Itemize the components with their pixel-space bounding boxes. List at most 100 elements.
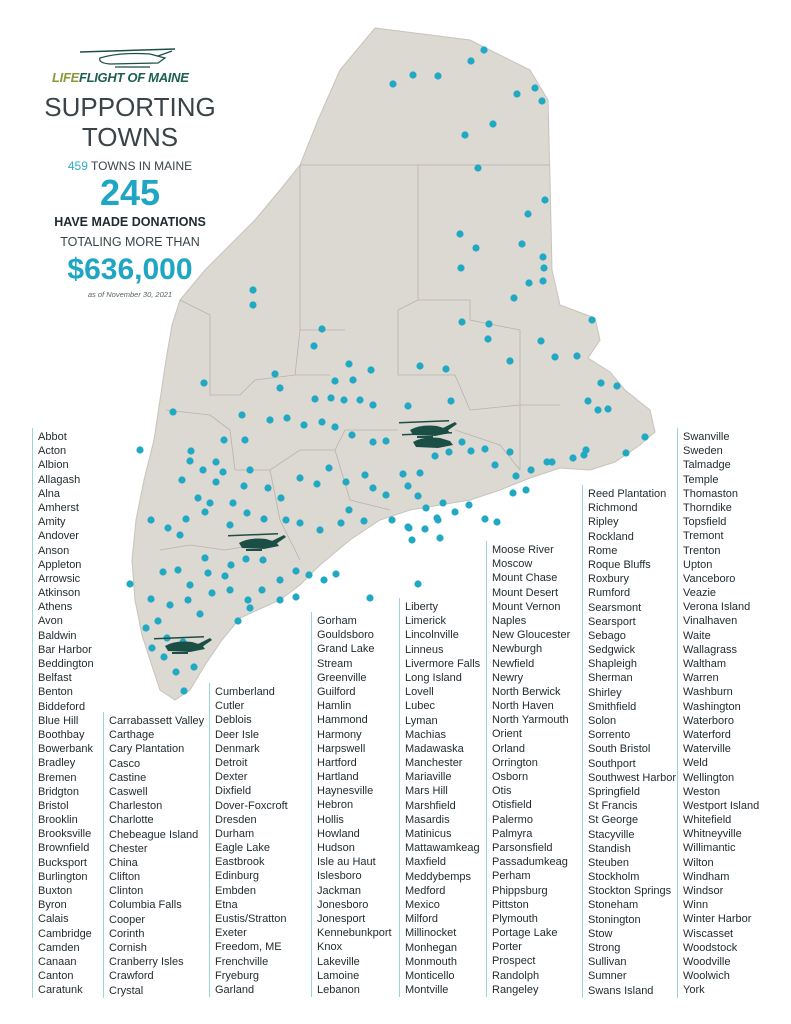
town-dot [613, 382, 621, 390]
town-name: Buxton [38, 885, 73, 897]
town-name: Newry [492, 671, 524, 684]
town-name: Embden [215, 884, 256, 897]
town-dot [382, 491, 390, 499]
town-name: Windham [683, 870, 730, 883]
town-name: Machias [405, 728, 446, 741]
town-dot [271, 370, 279, 378]
town-dot [349, 376, 357, 384]
town-dot [240, 482, 248, 490]
town-dot [220, 436, 228, 444]
town-name: Amherst [38, 501, 79, 514]
town-dot [518, 240, 526, 248]
town-dot [246, 604, 254, 612]
town-name: Eastbrook [215, 856, 265, 869]
town-name: Winter Harbor [683, 913, 752, 926]
town-name: Steuben [588, 856, 629, 869]
town-name: Belfast [38, 672, 72, 685]
town-name: Strong [588, 942, 621, 954]
town-name: Temple [683, 473, 719, 486]
town-name: Boothbay [38, 728, 85, 741]
town-name: Plymouth [492, 912, 538, 925]
town-dot [408, 536, 416, 544]
town-name: Durham [215, 827, 255, 840]
town-name: Perham [492, 870, 531, 883]
town-dot [206, 499, 214, 507]
town-name: Biddeford [38, 700, 86, 713]
town-name: Stonington [588, 913, 641, 926]
town-dot [264, 484, 272, 492]
town-name: Pittston [492, 898, 529, 911]
town-name: Mariaville [405, 771, 452, 784]
town-dot [472, 244, 480, 252]
town-name: Camden [38, 941, 80, 954]
town-dot [186, 581, 194, 589]
town-name: Mexico [405, 898, 440, 911]
town-name: Denmark [215, 742, 260, 755]
town-dot [456, 230, 464, 238]
town-name: Medford [405, 884, 446, 897]
town-dot [190, 663, 198, 671]
town-dot [316, 526, 324, 534]
town-name: Southport [588, 757, 636, 770]
town-name: Bradley [38, 757, 76, 770]
town-dot [296, 474, 304, 482]
town-dot [457, 264, 465, 272]
town-name: Cutler [215, 700, 245, 713]
town-name: Vinalhaven [683, 615, 738, 628]
town-dot [538, 97, 546, 105]
town-name: Chebeague Island [109, 828, 199, 841]
towns-label: TOWNS IN MAINE [91, 159, 193, 173]
town-name: Brooklin [38, 814, 78, 827]
town-dot [318, 418, 326, 426]
town-dot [451, 508, 459, 516]
town-name: Whitefield [683, 814, 732, 827]
town-name: Weld [683, 757, 708, 770]
town-name: Lovell [405, 686, 434, 699]
town-name: Stow [588, 927, 613, 940]
town-name: Atkinson [38, 587, 81, 600]
town-name: Hammond [317, 714, 368, 727]
town-dot [194, 494, 202, 502]
town-name: Lubec [405, 700, 435, 713]
town-name: Cornish [109, 942, 147, 954]
town-name: Crawford [109, 970, 154, 983]
town-name: Benton [38, 686, 73, 699]
town-name: Lamoine [317, 969, 360, 982]
donating-label: HAVE MADE DONATIONS [54, 215, 206, 229]
town-name: Monmouth [405, 955, 457, 968]
town-dot [474, 164, 482, 172]
town-name: Gorham [317, 615, 357, 627]
town-name: Cambridge [38, 927, 92, 940]
town-dot [399, 470, 407, 478]
town-dot [442, 365, 450, 373]
town-dot [513, 90, 521, 98]
town-name: Prospect [492, 955, 536, 968]
town-name: Livermore Falls [405, 657, 481, 670]
town-dot [522, 486, 530, 494]
town-name: Acton [38, 445, 67, 458]
town-dot [310, 342, 318, 350]
town-name: Islesboro [317, 870, 362, 883]
town-name: Byron [38, 899, 67, 912]
town-dot [176, 531, 184, 539]
town-dot [582, 446, 590, 454]
town-name: Kennebunkport [317, 927, 392, 940]
town-name: Windsor [683, 885, 724, 897]
town-name: Bremen [38, 771, 77, 784]
town-dot [282, 516, 290, 524]
town-dot [388, 516, 396, 524]
town-name: Rumford [588, 587, 631, 600]
town-dot [491, 461, 499, 469]
town-name: Etna [215, 898, 238, 911]
town-name: Otis [492, 785, 512, 798]
town-dot [260, 515, 268, 523]
town-name: Blue Hill [38, 714, 79, 727]
town-name: Thorndike [683, 501, 732, 514]
town-dot [434, 72, 442, 80]
town-dot [369, 484, 377, 492]
town-dot [226, 521, 234, 529]
town-name: Stoneham [588, 899, 639, 912]
town-name: Marshfield [405, 799, 456, 812]
town-name: Richmond [588, 502, 638, 515]
town-dot [345, 506, 353, 514]
